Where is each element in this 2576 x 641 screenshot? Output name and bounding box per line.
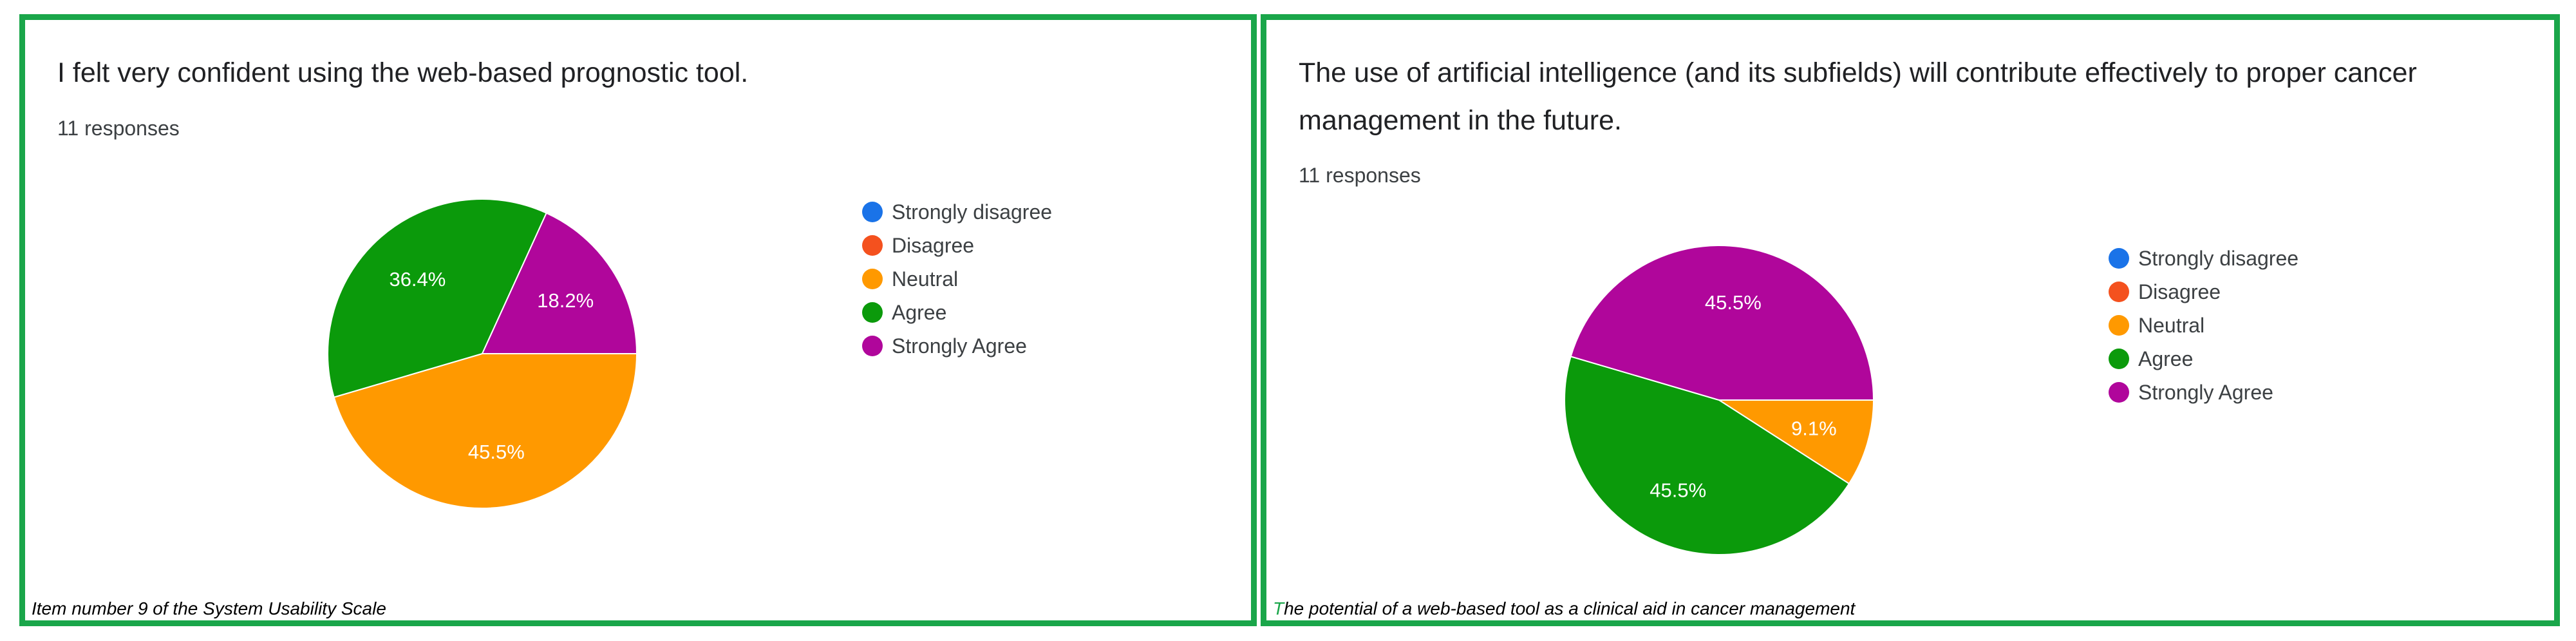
slice-label-neutral: 45.5% (468, 441, 525, 463)
legend-label-strongly-agree: Strongly Agree (2138, 380, 2273, 404)
legend-label-strongly-disagree: Strongly disagree (2138, 246, 2299, 270)
legend-item-agree: Agree (2109, 342, 2299, 376)
slice-label-agree: 36.4% (389, 268, 446, 291)
slice-label-neutral: 9.1% (1791, 417, 1837, 439)
legend-swatch-neutral (2109, 315, 2129, 336)
legend-item-strongly-disagree: Strongly disagree (862, 195, 1052, 229)
legend-swatch-agree (2109, 349, 2129, 369)
pie-slice-neutral (333, 353, 638, 509)
legend-item-neutral: Neutral (862, 262, 1052, 296)
pie-slice-strongly-agree (481, 212, 638, 354)
legend-swatch-disagree (862, 235, 883, 256)
slice-label-strongly-agree: 18.2% (537, 289, 594, 312)
response-count: 11 responses (57, 117, 180, 140)
pie-slice-agree (1564, 356, 1850, 555)
legend-label-agree: Agree (892, 300, 947, 324)
legend-item-disagree: Disagree (862, 229, 1052, 262)
question-title: The use of artificial intelligence (and … (1299, 49, 2417, 144)
slice-label-agree: 45.5% (1650, 479, 1706, 502)
legend-item-strongly-agree: Strongly Agree (2109, 376, 2299, 409)
figure-caption: Item number 9 of the System Usability Sc… (32, 598, 386, 619)
legend-item-strongly-disagree: Strongly disagree (2109, 242, 2299, 275)
slice-label-strongly-agree: 45.5% (1705, 291, 1762, 314)
legend-swatch-agree (862, 302, 883, 323)
figure-caption: The potential of a web-based tool as a c… (1273, 598, 1855, 619)
right-survey-panel: The use of artificial intelligence (and … (1261, 14, 2560, 626)
legend-label-agree: Agree (2138, 347, 2194, 370)
pie-chart: 9.1% 45.5% 45.5% (1564, 245, 1875, 555)
left-survey-panel: I felt very confident using the web-base… (19, 14, 1257, 626)
legend-label-disagree: Disagree (2138, 280, 2221, 303)
question-title-line-2: management in the future. (1299, 105, 1622, 136)
legend-label-strongly-agree: Strongly Agree (892, 334, 1027, 358)
legend-swatch-strongly-disagree (2109, 248, 2129, 269)
question-title-line-1: The use of artificial intelligence (and … (1299, 57, 2417, 88)
caption-initial: T (1273, 598, 1284, 618)
legend-label-neutral: Neutral (2138, 313, 2205, 337)
legend-label-neutral: Neutral (892, 267, 959, 291)
pie-slice-strongly-agree (1570, 245, 1875, 401)
legend-item-strongly-agree: Strongly Agree (862, 329, 1052, 363)
chart-legend: Strongly disagree Disagree Neutral Agree Str… (2109, 242, 2299, 409)
legend-label-disagree: Disagree (892, 233, 975, 257)
question-title: I felt very confident using the web-base… (57, 57, 749, 88)
legend-label-strongly-disagree: Strongly disagree (892, 200, 1053, 224)
caption-text: he potential of a web-based tool as a cl… (1284, 598, 1856, 618)
legend-item-agree: Agree (862, 296, 1052, 329)
pie-chart: 45.5% 36.4% 18.2% (327, 198, 638, 509)
legend-swatch-strongly-agree (862, 336, 883, 356)
caption-text: Item number 9 of the System Usability Sc… (32, 598, 386, 618)
legend-item-disagree: Disagree (2109, 275, 2299, 309)
legend-item-neutral: Neutral (2109, 309, 2299, 342)
legend-swatch-strongly-agree (2109, 382, 2129, 403)
pie-slice-neutral (1716, 399, 1875, 485)
response-count: 11 responses (1299, 164, 1421, 187)
legend-swatch-neutral (862, 269, 883, 289)
chart-legend: Strongly disagree Disagree Neutral Agree Str… (862, 195, 1052, 363)
panel-divider (1257, 14, 1260, 626)
pie-slice-agree (327, 198, 548, 398)
legend-swatch-disagree (2109, 282, 2129, 302)
legend-swatch-strongly-disagree (862, 202, 883, 222)
